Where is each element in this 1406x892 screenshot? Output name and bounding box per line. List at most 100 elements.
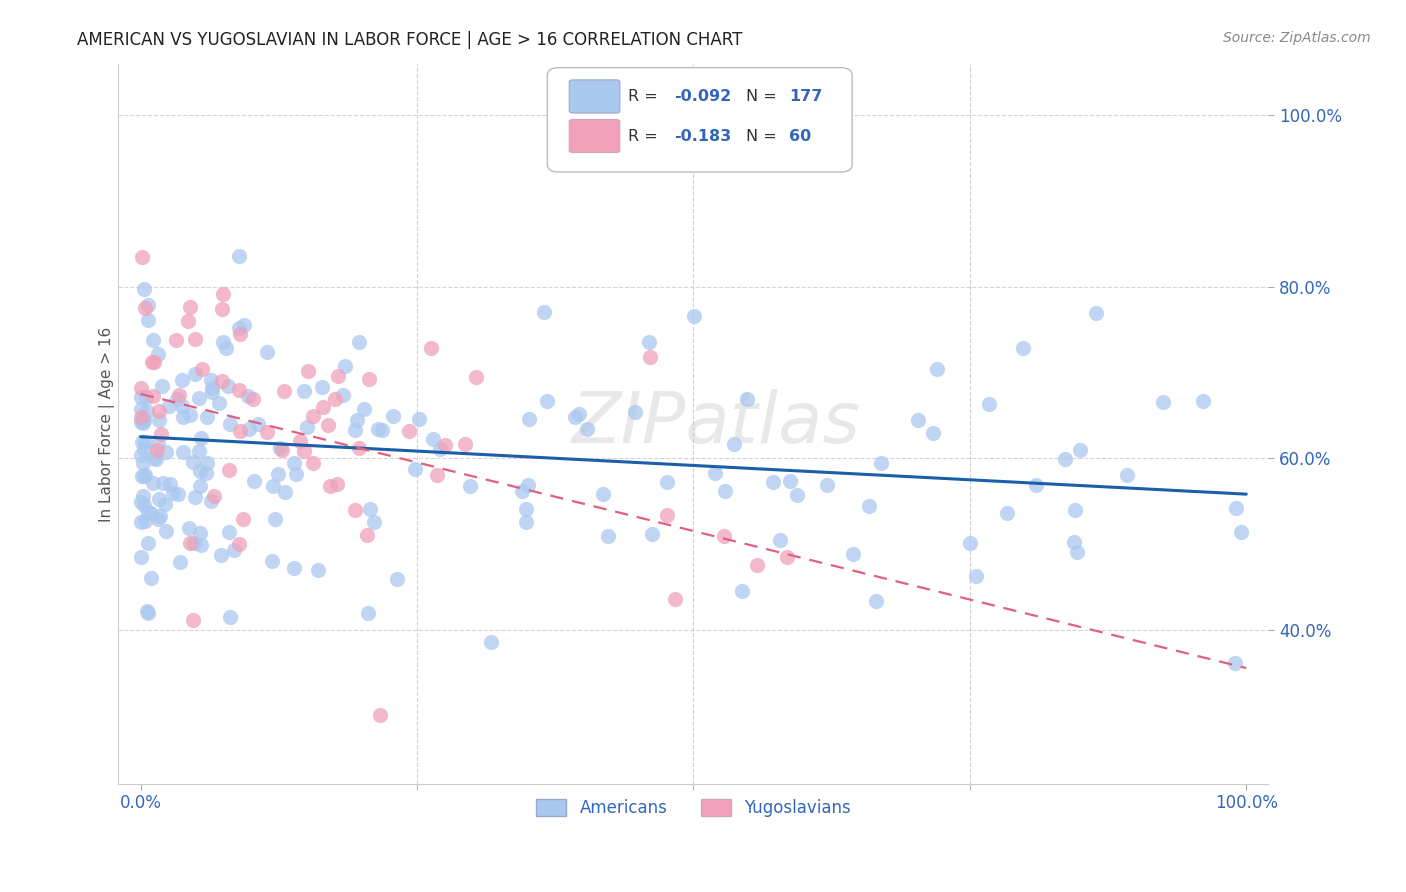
Point [382,409,405,423]
Point [731,584,754,599]
Text: -0.092: -0.092 [673,89,731,104]
Point [295,420,318,434]
Point [143,451,166,466]
Point [148,413,170,427]
Point [769,533,792,548]
Point [134,435,156,450]
Point [262,478,284,492]
Point [136,606,159,620]
Point [344,423,367,437]
Point [762,475,785,490]
Point [714,483,737,498]
Point [188,526,211,541]
Point [170,399,193,413]
Point [264,512,287,526]
Point [1066,545,1088,559]
Point [422,433,444,447]
Point [256,345,278,359]
Point [155,524,177,539]
Point [179,300,201,314]
Point [267,467,290,481]
Point [238,389,260,403]
Point [148,347,170,361]
Point [464,370,486,384]
Point [132,489,155,503]
Point [131,250,153,264]
Point [870,456,893,470]
Point [1223,656,1246,670]
Point [146,442,169,457]
Point [131,412,153,426]
Point [283,560,305,574]
Point [215,342,238,356]
Point [638,334,661,349]
Point [131,468,153,483]
Point [512,484,534,499]
Point [190,538,212,552]
Point [283,456,305,470]
Point [150,379,173,393]
Point [408,411,430,425]
Point [208,396,231,410]
Point [142,475,165,490]
Point [195,410,218,425]
Point [179,408,201,422]
Point [285,467,308,482]
FancyBboxPatch shape [569,80,620,113]
Point [131,434,153,449]
Point [172,410,194,425]
Point [517,411,540,425]
Text: N =: N = [747,89,782,104]
Point [129,410,152,425]
Legend: Americans, Yugoslavians: Americans, Yugoslavians [527,791,859,826]
Point [1116,468,1139,483]
Point [228,326,250,341]
Point [288,434,311,449]
Point [179,536,201,550]
Point [1152,394,1174,409]
Point [238,422,260,436]
Point [269,441,291,455]
Point [143,354,166,368]
Point [458,479,481,493]
Point [292,444,315,458]
Text: -0.183: -0.183 [673,128,731,144]
Point [1069,443,1091,458]
Point [515,501,537,516]
Point [319,479,342,493]
Point [188,391,211,405]
Point [134,413,156,427]
Point [533,305,555,319]
Point [655,508,678,522]
Point [1191,393,1213,408]
FancyBboxPatch shape [569,120,620,153]
Point [959,536,981,550]
Point [138,505,160,519]
Point [129,401,152,416]
Point [218,610,240,624]
Point [218,463,240,477]
Point [1230,524,1253,539]
Point [134,514,156,528]
Point [218,524,240,539]
Point [353,402,375,417]
Point [184,490,207,504]
Point [136,604,159,618]
Point [598,529,620,543]
Point [995,507,1018,521]
Point [172,445,194,459]
Point [136,297,159,311]
Point [155,445,177,459]
Point [323,392,346,407]
Point [129,516,152,530]
Point [228,321,250,335]
Point [228,249,250,263]
Point [150,427,173,442]
Text: R =: R = [628,89,662,104]
Point [184,367,207,381]
Point [922,426,945,441]
Point [129,494,152,508]
Point [292,384,315,399]
Point [190,361,212,376]
Point [343,503,366,517]
